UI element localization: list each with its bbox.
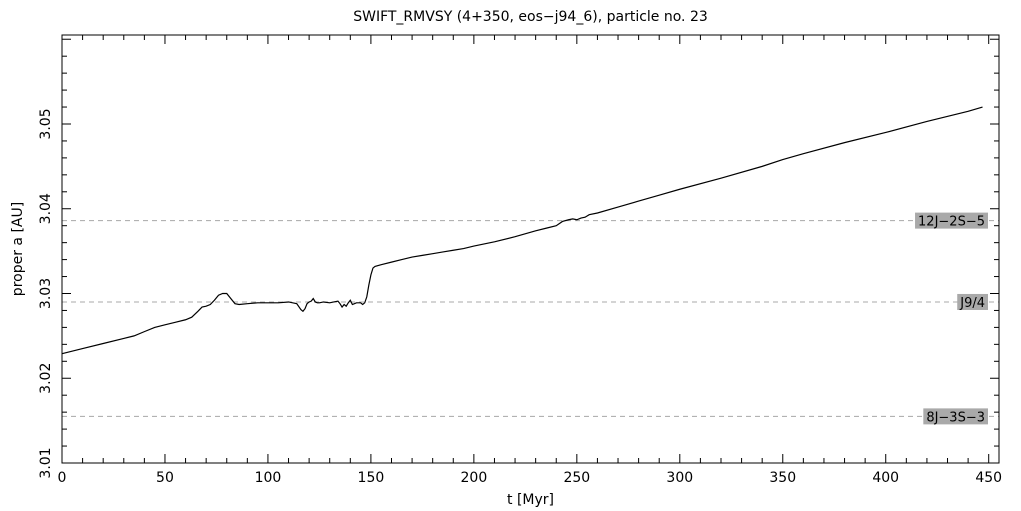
resonance-lines: [62, 220, 999, 417]
y-tick-label: 3.04: [38, 193, 54, 224]
x-tick-label: 100: [255, 470, 282, 486]
y-tick-label: 3.01: [38, 447, 54, 478]
x-tick-label: 400: [872, 470, 899, 486]
x-tick-labels: 0 50 100 150 200 250 300 350 400 450: [58, 470, 1003, 486]
series-line: [61, 106, 983, 355]
resonance-label-bg: [923, 408, 988, 425]
resonance-label-bg: [957, 293, 988, 310]
resonance-label-text: J9/4: [959, 296, 985, 311]
x-tick-label: 300: [666, 470, 693, 486]
resonance-label-text: 12J−2S−5: [918, 215, 985, 230]
axis-ticks: [61, 35, 999, 464]
resonance-label: 12J−2S−5: [915, 212, 988, 230]
resonance-label: J9/4: [957, 293, 988, 311]
x-tick-label: 350: [769, 470, 796, 486]
y-tick-label: 3.03: [38, 278, 54, 309]
x-tick-label: 0: [58, 470, 67, 486]
resonance-labels: 12J−2S−5 J9/4 8J−3S−3: [915, 212, 988, 425]
y-tick-labels: 3.01 3.02 3.03 3.04 3.05: [38, 108, 54, 478]
resonance-label-bg: [915, 212, 988, 229]
x-axis-label: t [Myr]: [507, 492, 554, 508]
y-axis-label: proper a [AU]: [10, 202, 26, 296]
chart-title: SWIFT_RMVSY (4+350, eos−j94_6), particle…: [353, 9, 708, 25]
x-tick-label: 50: [156, 470, 174, 486]
x-tick-label: 250: [563, 470, 590, 486]
x-tick-label: 450: [975, 470, 1002, 486]
x-tick-label: 200: [461, 470, 488, 486]
resonance-label-text: 8J−3S−3: [926, 410, 985, 425]
plot-frame: [61, 34, 1000, 464]
y-tick-label: 3.05: [38, 108, 54, 139]
y-tick-label: 3.02: [38, 363, 54, 394]
x-tick-label: 150: [358, 470, 385, 486]
resonance-label: 8J−3S−3: [923, 408, 988, 425]
